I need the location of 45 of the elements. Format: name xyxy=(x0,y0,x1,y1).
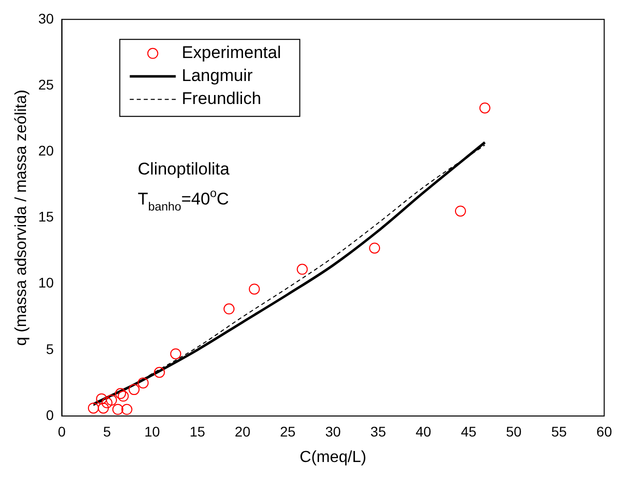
point xyxy=(154,366,165,378)
y-tick-label: 25 xyxy=(38,76,54,92)
x-tick-label: 35 xyxy=(370,423,386,440)
x-tick-label: 20 xyxy=(234,423,251,440)
x-tick-label: 55 xyxy=(551,423,568,440)
point xyxy=(479,102,490,114)
point xyxy=(248,284,260,295)
x-tick-label: 5 xyxy=(103,423,112,440)
x-tick-label: 40 xyxy=(416,423,432,440)
legend-label: Experimental xyxy=(182,43,281,62)
point xyxy=(118,390,129,402)
x-tick-label: 30 xyxy=(325,423,341,440)
x-axis-title: C(meq/L) xyxy=(300,448,366,466)
point xyxy=(115,388,126,400)
y-tick-label: 15 xyxy=(38,208,54,225)
point xyxy=(454,206,466,217)
y-tick-label: 0 xyxy=(46,406,54,423)
point xyxy=(101,397,112,408)
y-axis-title: q (massa adsorvida / massa zeólita) xyxy=(13,90,30,346)
x-tick-label: 25 xyxy=(280,423,296,440)
point xyxy=(96,393,108,404)
point xyxy=(170,348,182,360)
legend-label: Freundlich xyxy=(182,89,262,108)
y-tick-label: 10 xyxy=(38,274,54,291)
point xyxy=(224,303,235,314)
x-tick-label: 0 xyxy=(58,423,66,440)
y-tick-label: 30 xyxy=(38,10,54,26)
x-tick-label: 15 xyxy=(190,423,206,440)
point xyxy=(128,384,140,396)
y-tick-label: 5 xyxy=(46,340,54,357)
annotation: Clinoptilolita xyxy=(138,159,230,178)
x-tick-label: 10 xyxy=(144,423,160,440)
point xyxy=(296,264,308,275)
point xyxy=(88,402,99,414)
x-tick-label: 60 xyxy=(596,423,612,440)
y-tick-label: 20 xyxy=(38,142,54,158)
point xyxy=(112,404,124,415)
point xyxy=(121,404,132,415)
point xyxy=(138,377,149,388)
legend-label: Langmuir xyxy=(182,66,253,86)
x-tick-label: 45 xyxy=(460,423,477,440)
point xyxy=(106,394,117,406)
x-tick-label: 50 xyxy=(506,423,522,440)
point xyxy=(369,242,380,254)
point xyxy=(98,402,109,414)
